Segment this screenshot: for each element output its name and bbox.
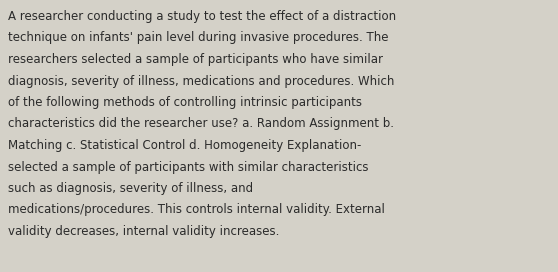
Text: diagnosis, severity of illness, medications and procedures. Which: diagnosis, severity of illness, medicati… [8, 75, 395, 88]
Text: validity decreases, internal validity increases.: validity decreases, internal validity in… [8, 225, 280, 238]
Text: technique on infants' pain level during invasive procedures. The: technique on infants' pain level during … [8, 32, 388, 45]
Text: Matching c. Statistical Control d. Homogeneity Explanation-: Matching c. Statistical Control d. Homog… [8, 139, 362, 152]
Text: researchers selected a sample of participants who have similar: researchers selected a sample of partici… [8, 53, 383, 66]
Text: A researcher conducting a study to test the effect of a distraction: A researcher conducting a study to test … [8, 10, 396, 23]
Text: selected a sample of participants with similar characteristics: selected a sample of participants with s… [8, 160, 368, 174]
Text: characteristics did the researcher use? a. Random Assignment b.: characteristics did the researcher use? … [8, 118, 394, 131]
Text: medications/procedures. This controls internal validity. External: medications/procedures. This controls in… [8, 203, 385, 217]
Text: such as diagnosis, severity of illness, and: such as diagnosis, severity of illness, … [8, 182, 253, 195]
Text: of the following methods of controlling intrinsic participants: of the following methods of controlling … [8, 96, 362, 109]
